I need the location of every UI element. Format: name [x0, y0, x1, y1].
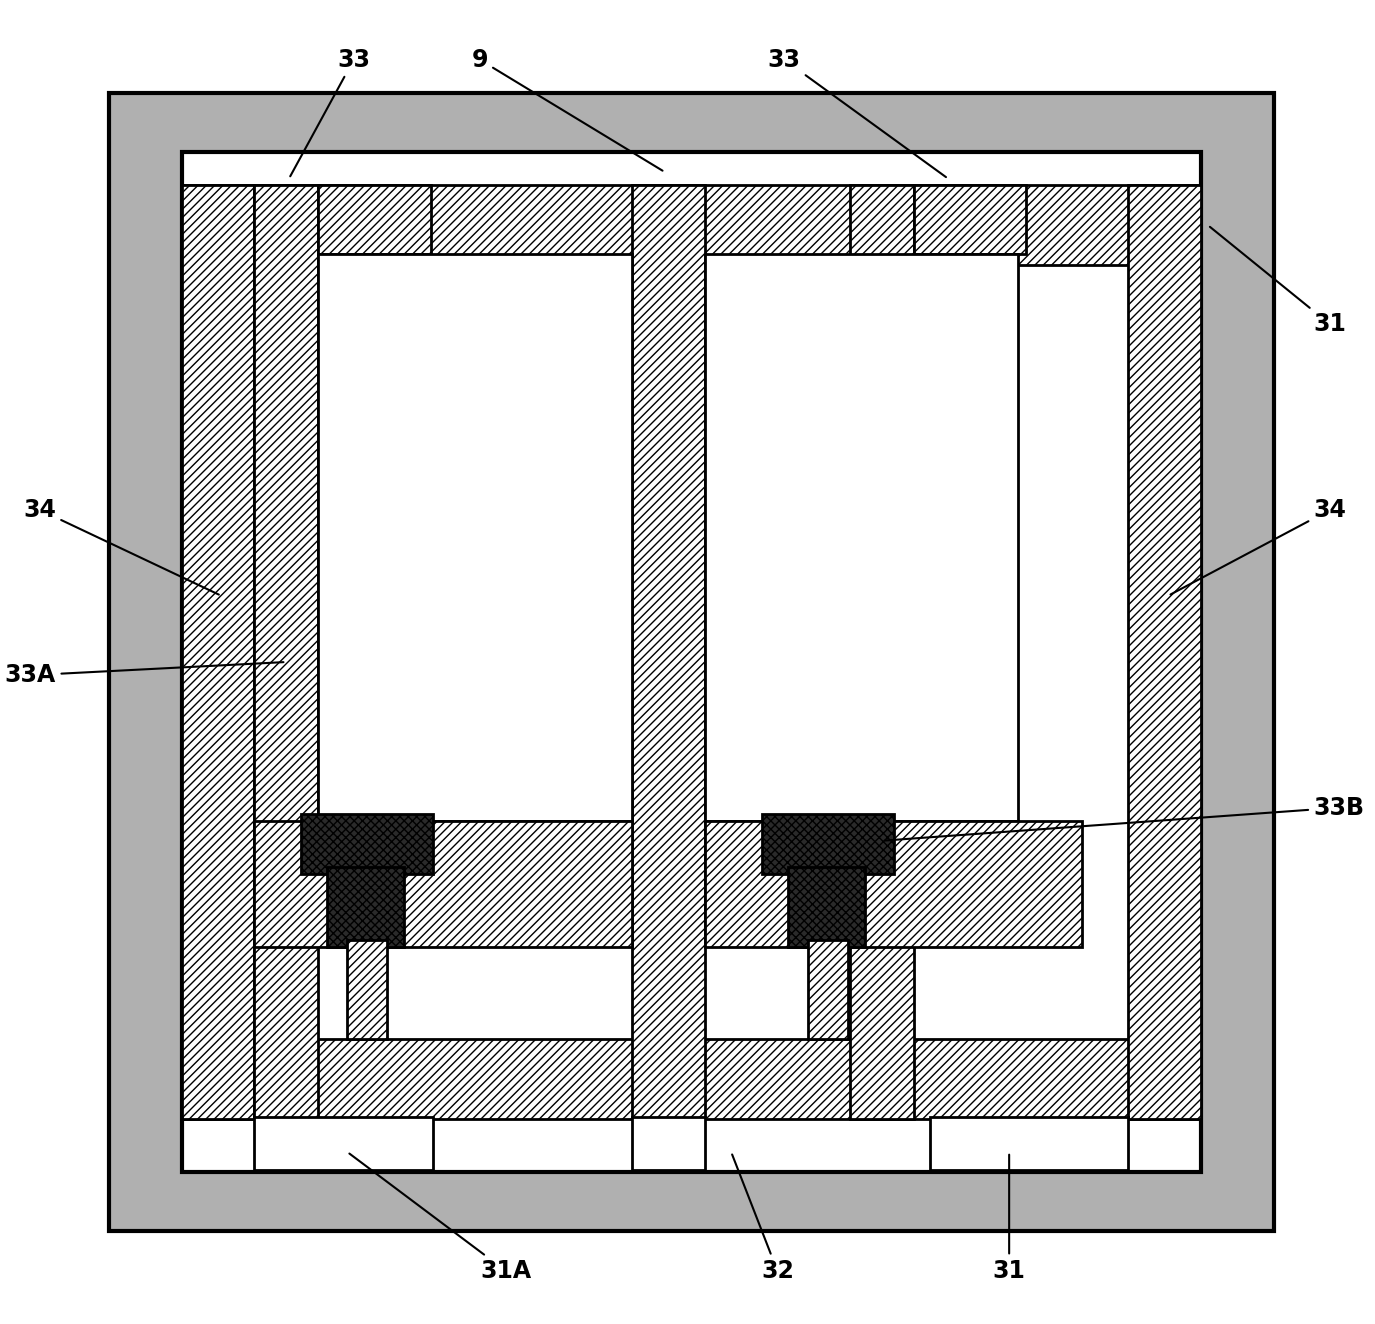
Bar — [704, 254, 1019, 821]
Text: 33: 33 — [767, 48, 946, 177]
Bar — [182, 185, 254, 1119]
Bar — [182, 152, 1202, 1172]
Text: 9: 9 — [472, 48, 663, 171]
Text: 32: 32 — [732, 1155, 793, 1283]
Bar — [930, 1117, 1129, 1170]
Bar — [632, 1117, 704, 1170]
Bar — [346, 940, 386, 1039]
Bar — [182, 1039, 1202, 1119]
Text: 34: 34 — [1170, 498, 1346, 594]
Bar — [1129, 185, 1202, 1119]
Bar — [254, 1117, 433, 1170]
Bar — [327, 867, 404, 947]
Text: 33: 33 — [290, 48, 370, 176]
Text: 31: 31 — [1210, 226, 1346, 336]
Text: 33B: 33B — [886, 796, 1364, 841]
Bar — [254, 821, 632, 947]
Bar — [914, 185, 1026, 254]
Bar — [109, 93, 1275, 1231]
Text: 33A: 33A — [4, 662, 283, 687]
Text: 31: 31 — [993, 1155, 1026, 1283]
Bar — [762, 814, 894, 874]
Bar — [318, 185, 430, 254]
Bar — [850, 185, 914, 1119]
Bar — [318, 254, 632, 821]
Bar — [808, 940, 847, 1039]
Text: 34: 34 — [23, 498, 219, 594]
Text: 31A: 31A — [349, 1153, 532, 1283]
Bar — [632, 185, 704, 1119]
Bar — [301, 814, 433, 874]
Bar — [788, 867, 865, 947]
Bar — [182, 185, 1202, 265]
Bar — [704, 821, 1082, 947]
Bar — [254, 185, 318, 1119]
